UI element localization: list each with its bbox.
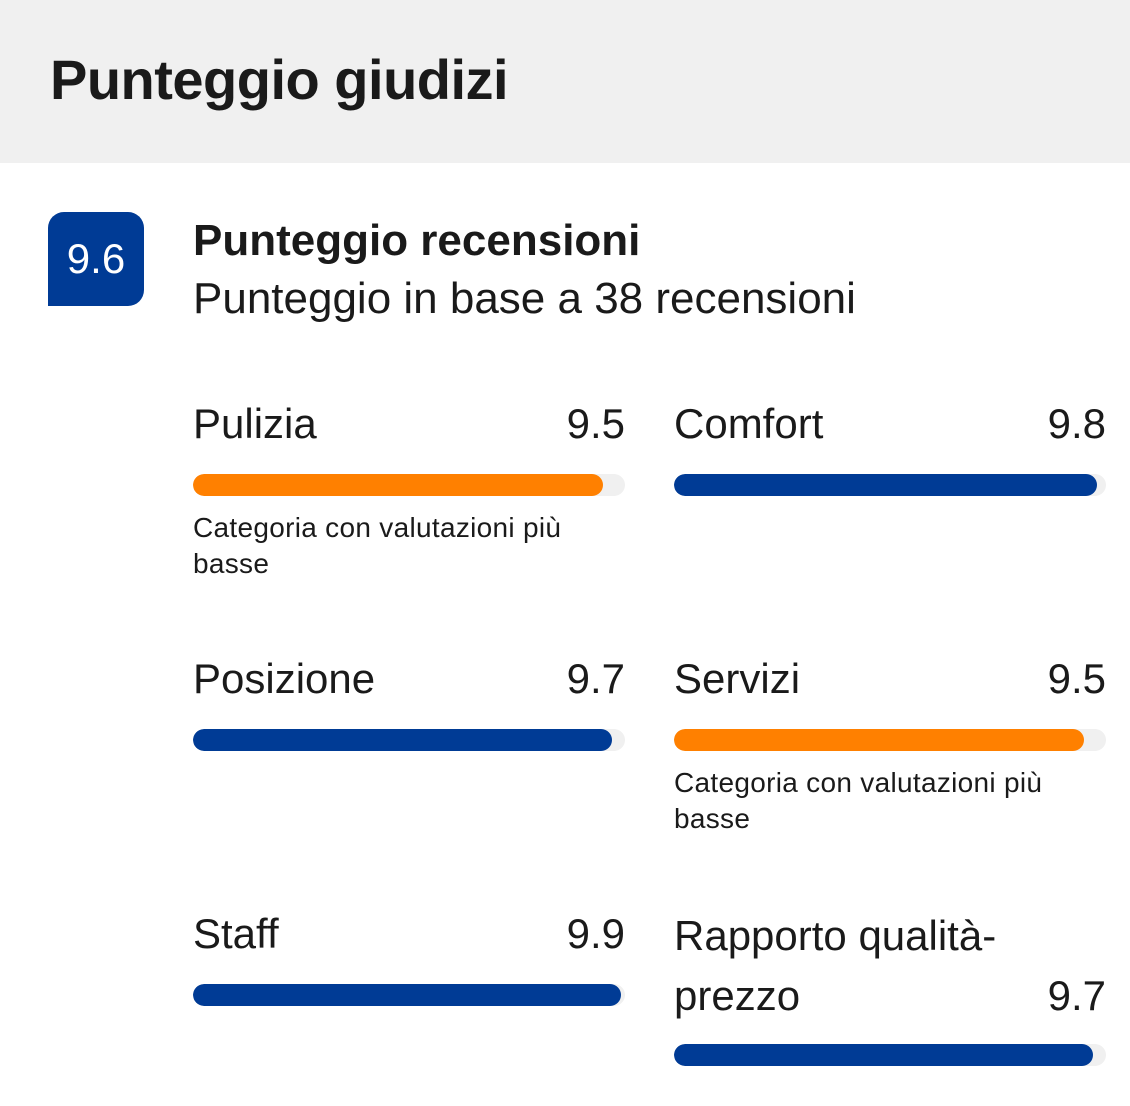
category-bar-fill bbox=[193, 729, 613, 751]
category-bar-track bbox=[193, 474, 625, 496]
category-bar-track bbox=[674, 729, 1106, 751]
category-bar-track bbox=[674, 1044, 1106, 1066]
category-bar-track bbox=[193, 984, 625, 1006]
overall-score-badge: 9.6 bbox=[48, 212, 144, 306]
category-comfort: Comfort 9.8 bbox=[674, 396, 1106, 496]
category-label: Staff bbox=[193, 910, 279, 957]
category-posizione: Posizione 9.7 bbox=[193, 651, 625, 751]
category-rapporto-qualita-prezzo: Rapporto qualità-prezzo 9.7 bbox=[674, 906, 1106, 1076]
summary-title: Punteggio recensioni bbox=[193, 216, 641, 265]
category-label: Servizi bbox=[674, 655, 801, 702]
category-score: 9.8 bbox=[1047, 400, 1106, 447]
category-label: Rapporto qualità-prezzo bbox=[674, 912, 997, 1019]
category-bar-track bbox=[674, 474, 1106, 496]
category-pulizia: Pulizia 9.5 Categoria con valutazioni pi… bbox=[193, 396, 625, 579]
category-score: 9.9 bbox=[566, 910, 625, 957]
category-servizi: Servizi 9.5 Categoria con valutazioni pi… bbox=[674, 651, 1106, 834]
category-score: 9.7 bbox=[566, 655, 625, 702]
category-score: 9.7 bbox=[1047, 972, 1106, 1019]
lowest-category-note: Categoria con valutazioni più basse bbox=[193, 512, 562, 579]
category-bar-track bbox=[193, 729, 625, 751]
category-bar-fill bbox=[193, 984, 621, 1006]
category-score: 9.5 bbox=[566, 400, 625, 447]
category-bar-fill bbox=[674, 474, 1098, 496]
category-score: 9.5 bbox=[1047, 655, 1106, 702]
lowest-category-note: Categoria con valutazioni più basse bbox=[674, 767, 1043, 834]
summary-subtitle: Punteggio in base a 38 recensioni bbox=[193, 274, 856, 323]
category-bar-fill bbox=[674, 1044, 1094, 1066]
category-staff: Staff 9.9 bbox=[193, 906, 625, 1006]
category-bar-fill bbox=[193, 474, 604, 496]
page-title: Punteggio giudizi bbox=[50, 48, 509, 111]
category-bar-fill bbox=[674, 729, 1085, 751]
category-label: Comfort bbox=[674, 400, 824, 447]
category-label: Posizione bbox=[193, 655, 376, 702]
category-label: Pulizia bbox=[193, 400, 317, 447]
header: Punteggio giudizi bbox=[0, 0, 1130, 163]
